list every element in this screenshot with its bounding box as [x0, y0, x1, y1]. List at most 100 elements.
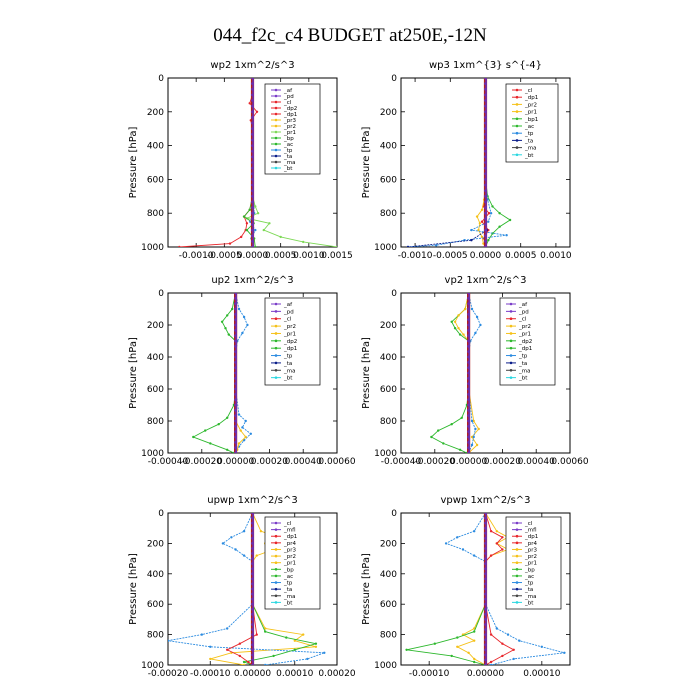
legend-marker	[515, 124, 519, 128]
series-point	[248, 102, 251, 105]
series-point	[484, 513, 487, 515]
y-tick-label: 0	[391, 289, 397, 299]
series-point	[467, 318, 470, 322]
y-tick-label: 400	[147, 570, 164, 580]
series-point	[234, 408, 238, 412]
legend-marker	[509, 339, 513, 343]
series-point	[508, 218, 512, 222]
series-point	[234, 371, 238, 375]
series-point	[484, 104, 487, 108]
series-point	[484, 155, 487, 159]
series-point	[217, 423, 220, 426]
series-point	[495, 530, 498, 533]
series-point	[467, 312, 470, 316]
series-point	[456, 645, 459, 648]
series-point	[244, 435, 247, 439]
legend-marker	[274, 317, 278, 321]
legend-label: _pd	[518, 309, 529, 315]
chart-panel-2: wp3 1xm^{3} s^{-4} Pressure [hPa] 0 200 400 6…	[361, 60, 572, 261]
series-point	[234, 451, 237, 453]
series-point	[484, 602, 487, 606]
series-point	[467, 419, 470, 423]
legend-label: _ta	[283, 587, 292, 593]
legend-label: _dp1	[283, 534, 297, 540]
series-point	[467, 293, 470, 295]
series-point	[237, 413, 241, 416]
series-point	[467, 355, 470, 359]
legend-marker	[274, 574, 278, 578]
series-point	[234, 440, 238, 444]
chart-panel-1: wp2 1xm^2/s^3 Pressure [hPa] 0 200 400 600 800…	[128, 60, 353, 261]
series-point	[473, 630, 476, 633]
legend-label: _ac	[283, 142, 293, 148]
series-point	[302, 633, 305, 636]
series-point	[242, 215, 246, 218]
legend-marker	[274, 561, 278, 564]
series-point	[234, 293, 237, 295]
series-point	[264, 630, 267, 633]
series-point	[433, 642, 436, 645]
x-tick-label: 0.00020	[484, 457, 521, 467]
series-point	[255, 554, 258, 557]
series-point	[240, 235, 243, 239]
series-point	[484, 607, 487, 611]
series-point	[484, 194, 487, 198]
legend-marker	[509, 346, 513, 350]
x-tick-label: 0.0010	[293, 251, 325, 261]
series-point	[470, 443, 474, 447]
x-tick-label: 0.00060	[551, 457, 588, 467]
chart-panel-4: vp2 1xm^2/s^3 Pressure [hPa] 0 200 400 600 800…	[361, 275, 589, 467]
series-point	[484, 239, 487, 243]
x-tick-label: 0.00040	[285, 457, 322, 467]
series-point	[484, 78, 487, 80]
series-point	[484, 166, 487, 170]
series-point	[458, 448, 462, 451]
y-tick-label: 800	[147, 631, 164, 641]
series-point	[314, 642, 318, 645]
series-point	[249, 220, 252, 223]
series-point	[484, 121, 487, 125]
legend-label: _ma	[518, 368, 530, 374]
series-point	[234, 334, 238, 338]
x-tick-label: 0.00020	[318, 669, 355, 679]
series-point	[512, 648, 515, 651]
legend-marker	[515, 95, 519, 99]
series-point	[242, 554, 246, 557]
series-point	[234, 387, 238, 391]
plot-frame	[400, 292, 571, 454]
series-point	[430, 435, 433, 439]
chart-panel-5: upwp 1xm^2/s^3 Pressure [hPa] 0 200 400 600 80…	[128, 495, 356, 679]
legend-label: _pr4	[524, 541, 538, 547]
series-point	[474, 427, 477, 431]
series-point	[540, 645, 543, 648]
series-point	[489, 660, 493, 664]
legend-label: _dp2	[518, 339, 532, 345]
legend-label: _pr1	[283, 331, 296, 337]
legend-marker	[274, 154, 278, 158]
series-point	[487, 239, 490, 242]
series-point	[209, 442, 212, 445]
series-point	[484, 87, 487, 91]
panel-title: wp2 1xm^2/s^3	[210, 60, 294, 71]
series-point	[251, 638, 254, 642]
series-point	[435, 244, 438, 247]
series-point	[251, 228, 254, 232]
series-point	[501, 642, 504, 645]
series-point	[234, 398, 238, 402]
x-tick-label: 0.0000	[470, 251, 502, 261]
legend-label: _pr3	[524, 547, 538, 553]
legend-label: _pr3	[283, 118, 297, 124]
legend-marker	[274, 376, 278, 379]
legend-marker	[515, 110, 519, 113]
series-point	[234, 414, 238, 418]
series-point	[489, 663, 493, 665]
legend-label: _pr2	[524, 102, 537, 108]
y-tick-label: 800	[380, 417, 397, 427]
series-point	[484, 577, 487, 581]
series-point	[489, 633, 493, 636]
legend-label: _ac	[524, 574, 534, 580]
series-point	[467, 339, 470, 343]
legend-marker	[274, 88, 278, 92]
series-point	[226, 314, 229, 317]
